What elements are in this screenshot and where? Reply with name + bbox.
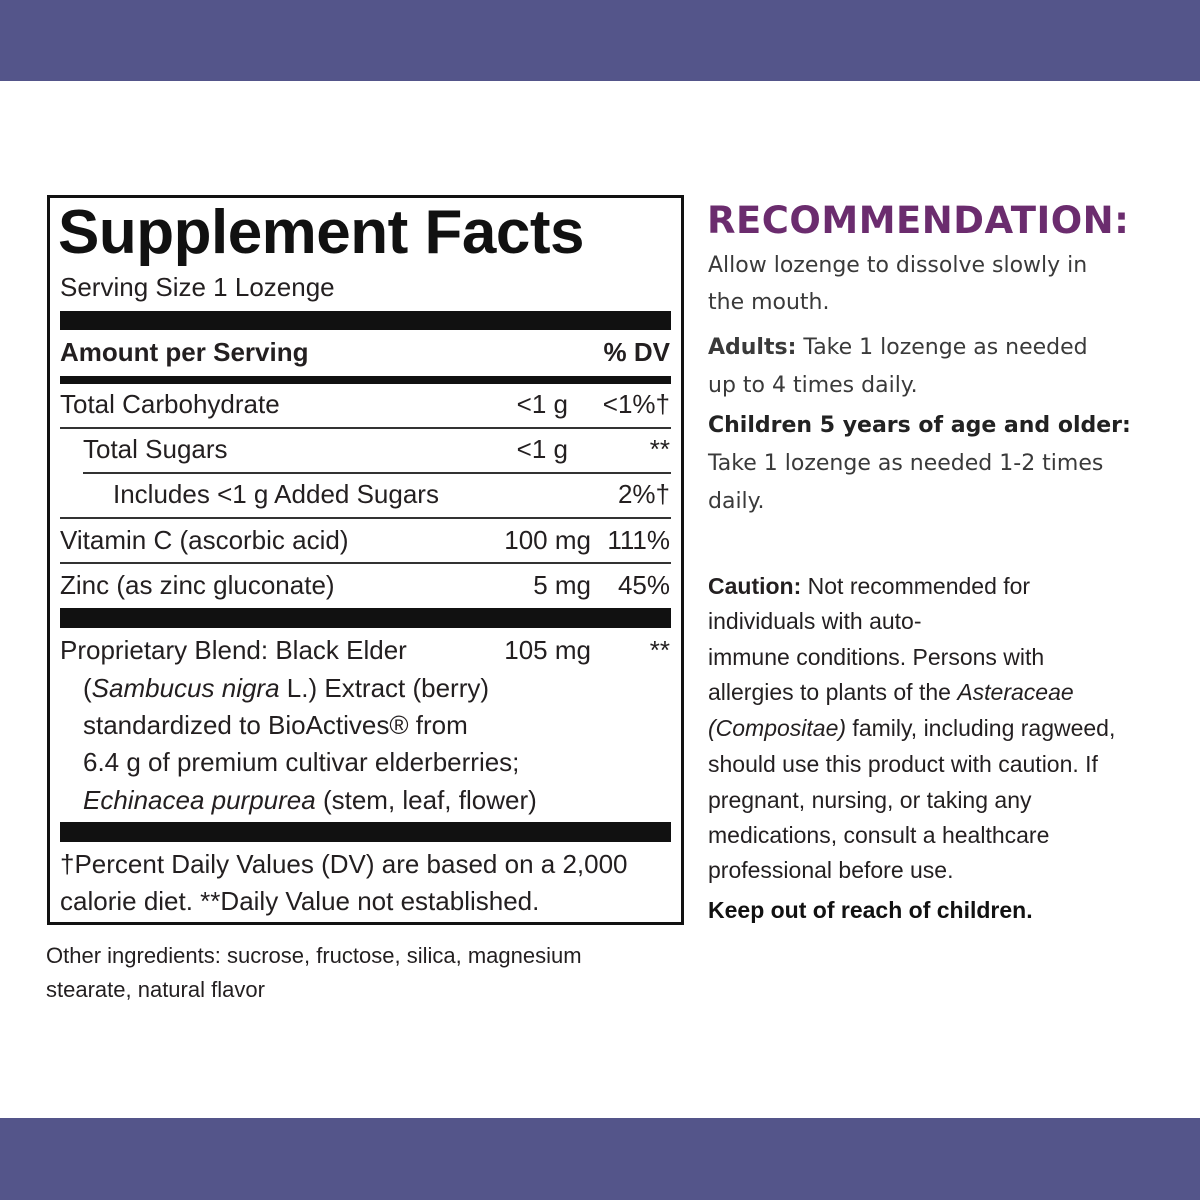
blend-line: (Sambucus nigra L.) Extract (berry) xyxy=(83,670,489,706)
rule xyxy=(60,376,671,384)
footnote: calorie diet. **Daily Value not establis… xyxy=(60,886,540,916)
row-dv: 2%† xyxy=(617,479,670,509)
recommendation-text: up to 4 times daily. xyxy=(708,373,918,398)
dv-header: % DV xyxy=(603,337,670,367)
caution-text: professional before use. xyxy=(708,857,954,883)
facts-box xyxy=(47,195,684,925)
blend-line: 6.4 g of premium cultivar elderberries; xyxy=(83,744,519,780)
separator xyxy=(83,472,671,474)
recommendation-text: Take 1 lozenge as needed 1-2 times xyxy=(708,451,1104,476)
recommendation-text: Adults: Take 1 lozenge as needed xyxy=(708,330,1088,366)
text-span: Proprietary Blend: Black Elder xyxy=(60,635,407,665)
facts-title: Supplement Facts xyxy=(58,198,585,267)
row-amount: <1 g xyxy=(516,389,568,419)
caution-text: pregnant, nursing, or taking any xyxy=(708,787,1032,813)
blend-amount: 105 mg xyxy=(504,635,591,665)
caution-text: immune conditions. Persons with xyxy=(708,644,1045,670)
caution-text: (Compositae) family, including ragweed, xyxy=(708,710,1115,746)
caution-text: individuals with auto- xyxy=(708,608,922,634)
row-name: Zinc (as zinc gluconate) xyxy=(60,570,335,600)
text-span: Caution: xyxy=(708,573,802,599)
row-dv: 111% xyxy=(607,525,670,555)
row-amount: 100 mg xyxy=(504,525,591,555)
recommendation-text: Allow lozenge to dissolve slowly in xyxy=(708,253,1088,278)
blend-line: Proprietary Blend: Black Elder xyxy=(60,632,407,668)
row-amount: 5 mg xyxy=(533,570,591,600)
separator xyxy=(60,427,671,429)
warning: Keep out of reach of children. xyxy=(708,897,1033,923)
text-span: L.) Extract (berry) xyxy=(279,673,490,703)
text-span: ( xyxy=(83,673,92,703)
separator xyxy=(60,562,671,564)
row-dv: ** xyxy=(649,434,670,464)
blend-line: Echinacea purpurea (stem, leaf, flower) xyxy=(83,782,537,818)
serving-size: Serving Size 1 Lozenge xyxy=(60,272,335,302)
text-span: standardized to BioActives® from xyxy=(83,710,468,740)
text-span: Asteraceae xyxy=(957,679,1074,705)
text-span: (Compositae) xyxy=(708,715,847,741)
recommendation-text: the mouth. xyxy=(708,290,830,315)
text-span: Not recommended for xyxy=(807,573,1031,599)
text-span: family, including ragweed, xyxy=(846,715,1116,741)
caution-text: allergies to plants of the Asteraceae xyxy=(708,674,1074,710)
text-span: (stem, leaf, flower) xyxy=(315,785,537,815)
row-amount: <1 g xyxy=(516,434,568,464)
top-band xyxy=(0,0,1200,81)
separator xyxy=(60,517,671,519)
row-dv: <1%† xyxy=(602,389,670,419)
rule xyxy=(60,311,671,330)
text-span: Echinacea purpurea xyxy=(83,785,316,815)
caution-text: Caution: Not recommended for xyxy=(708,568,1030,604)
bottom-band xyxy=(0,1118,1200,1200)
text-span: Take 1 lozenge as needed xyxy=(803,335,1088,360)
row-dv: 45% xyxy=(617,570,670,600)
caution-text: should use this product with caution. If xyxy=(708,751,1098,777)
recommendation-title: RECOMMENDATION: xyxy=(707,199,1130,242)
row-name: Includes <1 g Added Sugars xyxy=(113,479,439,509)
footnote: †Percent Daily Values (DV) are based on … xyxy=(60,849,628,879)
text-span: allergies to plants of the xyxy=(708,679,958,705)
caution-text: medications, consult a healthcare xyxy=(708,822,1050,848)
recommendation-label: Children 5 years of age and older: xyxy=(708,413,1131,438)
other-ingredients: stearate, natural flavor xyxy=(46,977,265,1002)
text-span: Sambucus nigra xyxy=(91,673,280,703)
row-name: Total Sugars xyxy=(83,434,228,464)
row-name: Total Carbohydrate xyxy=(60,389,280,419)
rule xyxy=(60,608,671,628)
text-span: Adults: xyxy=(708,335,797,360)
recommendation-text: daily. xyxy=(708,489,765,514)
row-name: Vitamin C (ascorbic acid) xyxy=(60,525,349,555)
rule xyxy=(60,822,671,842)
amount-header: Amount per Serving xyxy=(60,337,309,367)
blend-line: standardized to BioActives® from xyxy=(83,707,468,743)
text-span: 6.4 g of premium cultivar elderberries; xyxy=(83,747,520,777)
other-ingredients: Other ingredients: sucrose, fructose, si… xyxy=(46,943,582,968)
blend-dv: ** xyxy=(649,635,670,665)
